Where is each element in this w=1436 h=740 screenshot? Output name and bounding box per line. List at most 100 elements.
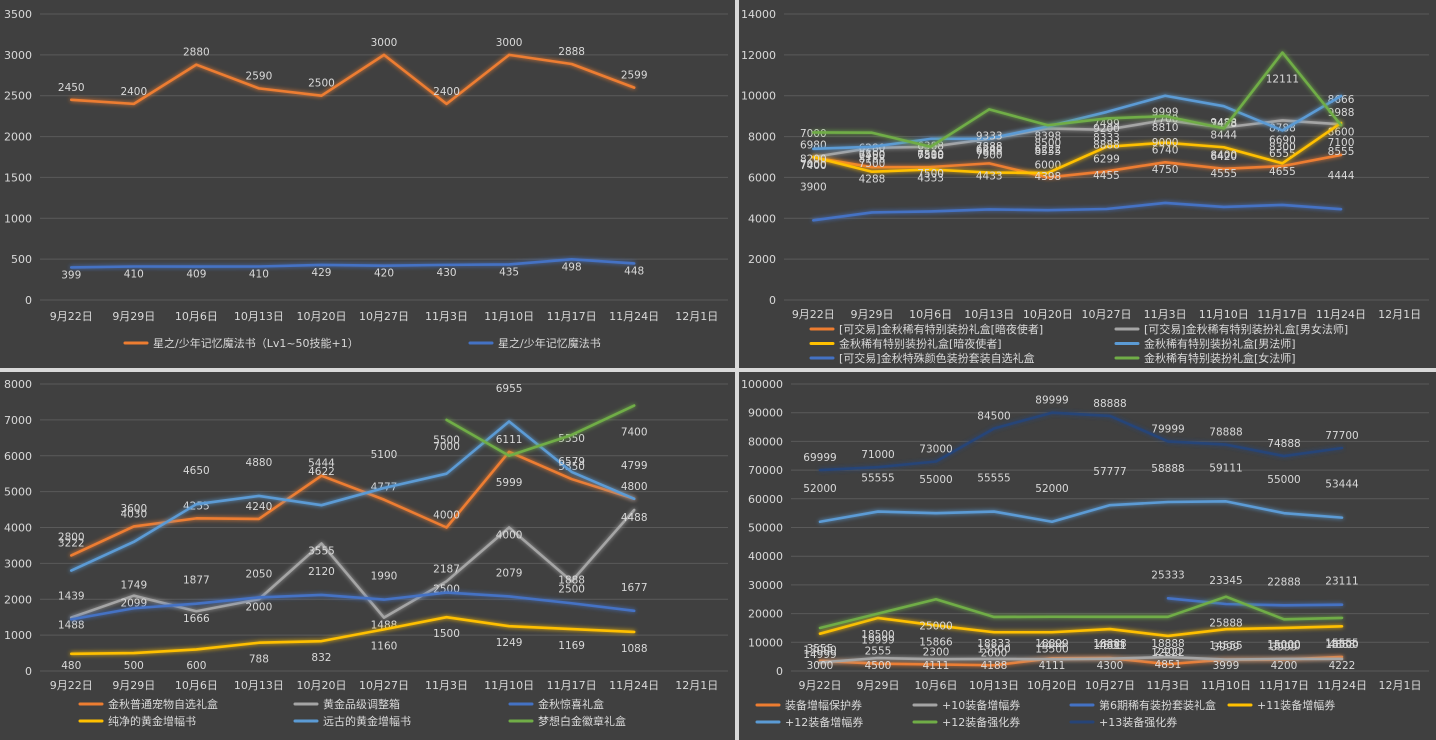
y-tick-label: 3000 — [4, 49, 32, 62]
series-line — [818, 655, 1344, 664]
x-tick-label: 11月17日 — [1259, 679, 1309, 692]
y-tick-label: 30000 — [748, 579, 783, 592]
data-label: 79999 — [1151, 423, 1184, 435]
data-label: 8666 — [1328, 94, 1355, 106]
x-tick-label: 11月10日 — [484, 679, 534, 692]
series-line — [69, 258, 636, 269]
data-label: 23345 — [1209, 575, 1242, 587]
data-label: 55000 — [919, 474, 952, 486]
data-label: 55000 — [1267, 474, 1300, 486]
data-label: 18500 — [1325, 639, 1358, 651]
data-label: 4555 — [1210, 168, 1237, 180]
data-label: 25333 — [1151, 569, 1184, 581]
data-label: 4111 — [1039, 660, 1066, 672]
data-label: 4300 — [1097, 660, 1124, 672]
data-label: 7100 — [1328, 137, 1355, 149]
x-tick-label: 10月6日 — [175, 310, 218, 323]
legend-entry: 纯净的黄金增幅书 — [108, 714, 196, 728]
x-tick-label: 9月22日 — [50, 310, 93, 323]
y-tick-label: 0 — [25, 665, 32, 678]
data-label: 8400 — [1210, 149, 1237, 161]
y-tick-label: 0 — [776, 665, 783, 678]
data-label: 7500 — [859, 158, 886, 170]
data-label: 3600 — [120, 503, 147, 515]
data-label: 1500 — [433, 628, 460, 640]
data-label: 84500 — [977, 410, 1010, 422]
data-label: 2880 — [183, 47, 210, 59]
data-label: 69999 — [803, 452, 836, 464]
legend-entry: +10装备增幅券 — [942, 698, 1020, 712]
data-label: 2000 — [981, 647, 1008, 659]
data-label: 7000 — [800, 128, 827, 140]
data-label: 25888 — [1209, 618, 1242, 630]
data-label: 4288 — [859, 173, 886, 185]
data-label: 2050 — [246, 568, 273, 580]
y-tick-label: 14000 — [741, 8, 776, 21]
chart-panel-gold-items: 0 1000 2000 3000 4000 5000 6000 7000 8000 9月22日 9月… — [0, 372, 735, 740]
data-label: 4750 — [1152, 164, 1179, 176]
data-label: 59111 — [1209, 462, 1242, 474]
series-line — [812, 51, 1343, 149]
data-label: 74888 — [1267, 438, 1300, 450]
data-label: 7900 — [976, 150, 1003, 162]
series-line — [812, 201, 1343, 222]
series-line — [818, 595, 1344, 630]
data-label: 6690 — [1269, 134, 1296, 146]
x-tick-label: 11月10日 — [1199, 308, 1249, 321]
data-label: 2888 — [558, 46, 585, 58]
data-label: 410 — [124, 268, 144, 280]
x-tick-label: 10月13日 — [234, 310, 284, 323]
data-label: 7499 — [1093, 118, 1120, 130]
data-label: 13000 — [803, 645, 836, 657]
x-tick-label: 11月10日 — [484, 310, 534, 323]
y-tick-label: 4000 — [748, 212, 776, 225]
data-label: 2300 — [923, 646, 950, 658]
data-label: 25000 — [919, 620, 952, 632]
data-label: 788 — [249, 654, 269, 666]
legend-entry: 金秋惊喜礼盒 — [538, 697, 604, 711]
data-label: 600 — [186, 660, 206, 672]
data-label: 4500 — [865, 660, 892, 672]
data-label: 15866 — [919, 636, 953, 648]
x-tick-label: 12月1日 — [1379, 679, 1422, 692]
data-label: 18888 — [1093, 638, 1126, 650]
x-tick-label: 11月3日 — [1144, 308, 1187, 321]
x-tick-label: 9月29日 — [112, 679, 155, 692]
data-label: 6240 — [976, 144, 1003, 156]
y-tick-label: 7000 — [4, 414, 32, 427]
series-line — [69, 53, 636, 106]
legend-entry: 装备增幅保护券 — [785, 698, 862, 712]
data-label: 5100 — [371, 449, 398, 461]
data-label: 1749 — [120, 579, 147, 591]
x-tick-label: 11月17日 — [547, 679, 597, 692]
data-label: 498 — [562, 261, 582, 273]
data-label: 480 — [61, 660, 81, 672]
data-label: 2187 — [433, 564, 460, 576]
series-line — [812, 118, 1343, 159]
data-label: 3999 — [1213, 660, 1240, 672]
x-tick-label: 11月24日 — [1316, 308, 1366, 321]
data-label: 8500 — [1034, 137, 1061, 149]
y-tick-label: 0 — [25, 294, 32, 307]
data-label: 73000 — [919, 443, 952, 455]
legend-entry: 金秋稀有特别装扮礼盒[暗夜使者] — [839, 337, 1002, 351]
x-tick-label: 11月24日 — [1317, 679, 1367, 692]
x-tick-label: 9月22日 — [792, 308, 835, 321]
x-tick-label: 10月13日 — [969, 679, 1019, 692]
data-label: 4880 — [246, 457, 273, 469]
data-label: 15555 — [1325, 637, 1358, 649]
data-label: 2400 — [1155, 646, 1182, 658]
data-label: 4200 — [1271, 660, 1298, 672]
series-line — [812, 153, 1343, 179]
data-label: 52000 — [1035, 483, 1068, 495]
legend-entry: 星之/少年记忆魔法书 — [498, 336, 601, 350]
data-label: 7500 — [917, 168, 944, 180]
data-label: 1088 — [621, 643, 648, 655]
data-label: 4188 — [981, 660, 1008, 672]
y-tick-label: 80000 — [748, 435, 783, 448]
data-label: 500 — [124, 660, 144, 672]
data-label: 3000 — [807, 660, 834, 672]
data-label: 4444 — [1039, 640, 1066, 652]
data-label: 1990 — [371, 571, 398, 583]
y-tick-label: 2000 — [4, 131, 32, 144]
